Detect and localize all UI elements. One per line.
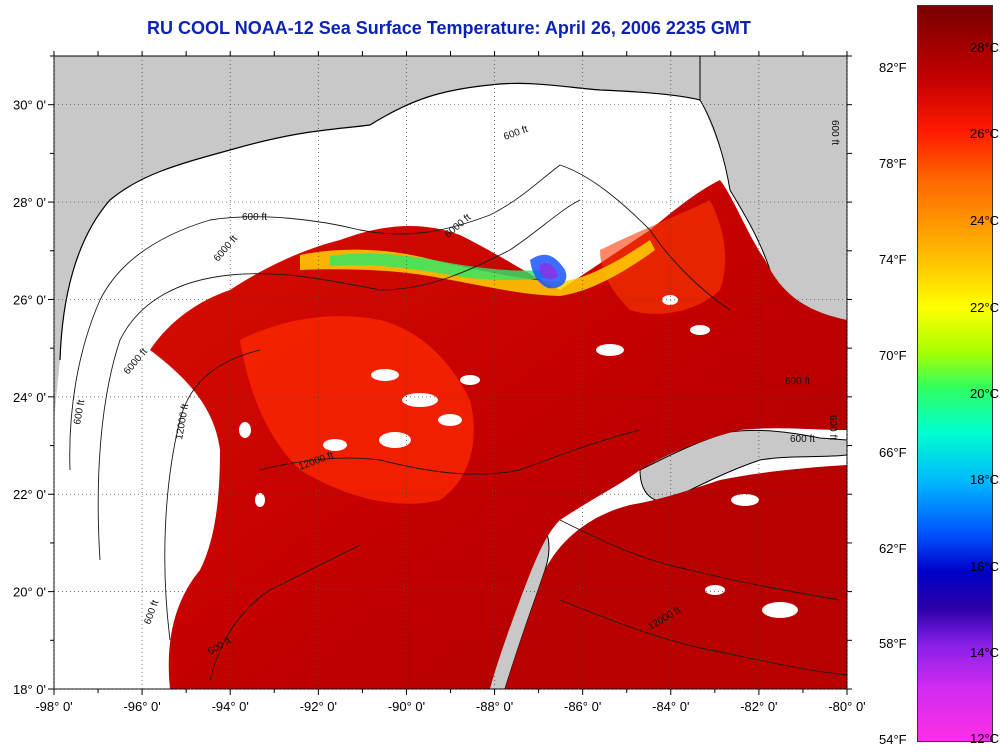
colorbar-label-celsius: 16°C xyxy=(970,559,1000,574)
lat-tick-label: 30° 0' xyxy=(13,98,46,113)
sst-caribbean-field xyxy=(505,465,847,689)
lon-tick-label: -98° 0' xyxy=(35,699,72,714)
colorbar-label-celsius: 18°C xyxy=(970,472,1000,487)
colorbar-label-celsius: 22°C xyxy=(970,300,1000,315)
lat-tick-label: 26° 0' xyxy=(13,292,46,307)
sst-hot-patch-east xyxy=(600,200,726,314)
colorbar-label-celsius: 24°C xyxy=(970,213,1000,228)
lat-tick-label: 24° 0' xyxy=(13,390,46,405)
map-title: RU COOL NOAA-12 Sea Surface Temperature:… xyxy=(147,18,751,38)
lon-tick-label: -96° 0' xyxy=(123,699,160,714)
lat-tick-label: 22° 0' xyxy=(13,487,46,502)
cloud-patches xyxy=(239,295,798,618)
colorbar-label-celsius: 20°C xyxy=(970,386,1000,401)
contour-label: 600 ft xyxy=(72,399,87,426)
contour-label: 600 ft xyxy=(242,212,267,223)
colorbar-label-celsius: 14°C xyxy=(970,645,1000,660)
colorbar-label-fahrenheit: 54°F xyxy=(879,732,907,747)
colorbar-label-celsius: 28°C xyxy=(970,40,1000,55)
temperature-colorbar xyxy=(917,5,993,742)
lon-tick-label: -92° 0' xyxy=(300,699,337,714)
colorbar-label-fahrenheit: 70°F xyxy=(879,348,907,363)
lon-tick-label: -84° 0' xyxy=(652,699,689,714)
lon-tick-label: -94° 0' xyxy=(212,699,249,714)
colorbar-label-fahrenheit: 78°F xyxy=(879,156,907,171)
colorbar-label-fahrenheit: 66°F xyxy=(879,445,907,460)
lon-tick-label: -90° 0' xyxy=(388,699,425,714)
colorbar-label-fahrenheit: 58°F xyxy=(879,636,907,651)
lat-tick-label: 20° 0' xyxy=(13,585,46,600)
colorbar-label-celsius: 12°C xyxy=(970,731,1000,746)
contour-label: 600 ft xyxy=(829,120,840,145)
sst-front-yellow xyxy=(300,240,655,296)
sst-front-violet xyxy=(540,263,558,280)
sst-front-green xyxy=(330,253,545,281)
lon-tick-label: -80° 0' xyxy=(828,699,865,714)
lon-tick-label: -88° 0' xyxy=(476,699,513,714)
lat-tick-label: 18° 0' xyxy=(13,682,46,697)
contour-label: 600 ft xyxy=(785,376,810,387)
sst-hot-patch xyxy=(240,316,474,504)
colorbar-label-celsius: 26°C xyxy=(970,126,1000,141)
lat-tick-label: 28° 0' xyxy=(13,195,46,210)
contour-label: 600 ft xyxy=(790,434,815,445)
coastline xyxy=(59,82,701,361)
lon-tick-label: -86° 0' xyxy=(564,699,601,714)
colorbar-label-fahrenheit: 62°F xyxy=(879,541,907,556)
lon-tick-label: -82° 0' xyxy=(740,699,777,714)
colorbar-label-fahrenheit: 74°F xyxy=(879,252,907,267)
contour-label: 600 ft xyxy=(827,415,838,440)
colorbar-label-fahrenheit: 82°F xyxy=(879,60,907,75)
bathymetry-contours xyxy=(69,164,847,681)
axis-ticks: -98° 0' -96° 0' -94° 0' -92° 0' -90° 0' -88° … xyxy=(13,51,866,714)
